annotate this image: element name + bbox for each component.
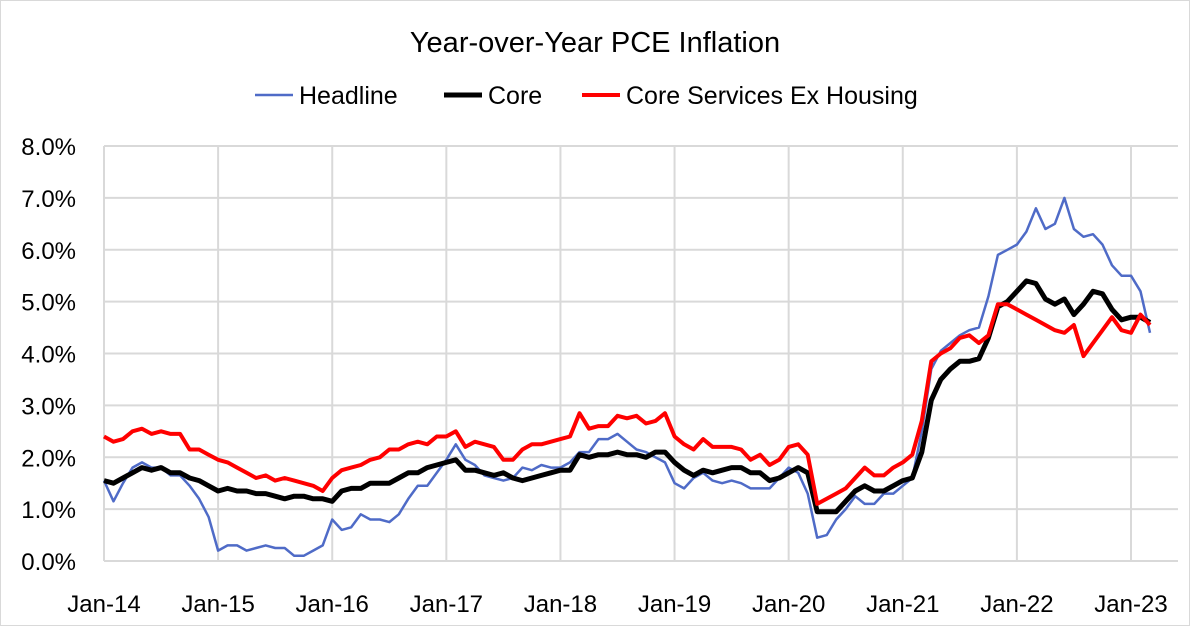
legend-item: Headline	[255, 82, 398, 110]
y-tick-label: 3.0%	[21, 393, 76, 420]
y-tick-label: 8.0%	[21, 134, 76, 161]
y-tick-label: 4.0%	[21, 342, 76, 369]
series-line-core-services-ex-housing	[103, 302, 1152, 506]
legend-label: Core	[488, 82, 542, 110]
y-tick-label: 1.0%	[21, 497, 76, 524]
x-tick-label: Jan-18	[524, 591, 597, 618]
x-tick-label: Jan-17	[410, 591, 483, 618]
x-tick-label: Jan-21	[866, 591, 939, 618]
x-tick-label: Jan-14	[67, 591, 140, 618]
series-line-core	[103, 278, 1152, 515]
y-tick-label: 6.0%	[21, 238, 76, 265]
y-tick-label: 2.0%	[21, 445, 76, 472]
x-tick-label: Jan-20	[752, 591, 825, 618]
legend: Headline Core Core Services Ex Housing	[255, 82, 918, 110]
y-tick-label: 0.0%	[21, 549, 76, 576]
legend-label: Core Services Ex Housing	[626, 82, 918, 110]
x-tick-label: Jan-16	[296, 591, 369, 618]
legend-label: Headline	[299, 82, 398, 110]
x-tick-label: Jan-15	[181, 591, 254, 618]
y-axis-ticks: 0.0% 1.0% 2.0% 3.0% 4.0% 5.0% 6.0% 7.0% 8.0%	[21, 134, 76, 576]
gridlines	[103, 145, 1178, 562]
y-tick-label: 5.0%	[21, 290, 76, 317]
y-tick-label: 7.0%	[21, 186, 76, 213]
x-tick-label: Jan-22	[980, 591, 1053, 618]
series-line-headline	[102, 196, 1152, 558]
series-lines	[102, 196, 1152, 558]
x-tick-label: Jan-19	[638, 591, 711, 618]
x-axis-ticks: Jan-14 Jan-15 Jan-16 Jan-17 Jan-18 Jan-19 Jan-…	[67, 591, 1167, 618]
chart-title: Year-over-Year PCE Inflation	[410, 27, 780, 59]
legend-item: Core	[444, 82, 542, 110]
x-tick-label: Jan-23	[1094, 591, 1167, 618]
legend-item: Core Services Ex Housing	[582, 82, 918, 110]
